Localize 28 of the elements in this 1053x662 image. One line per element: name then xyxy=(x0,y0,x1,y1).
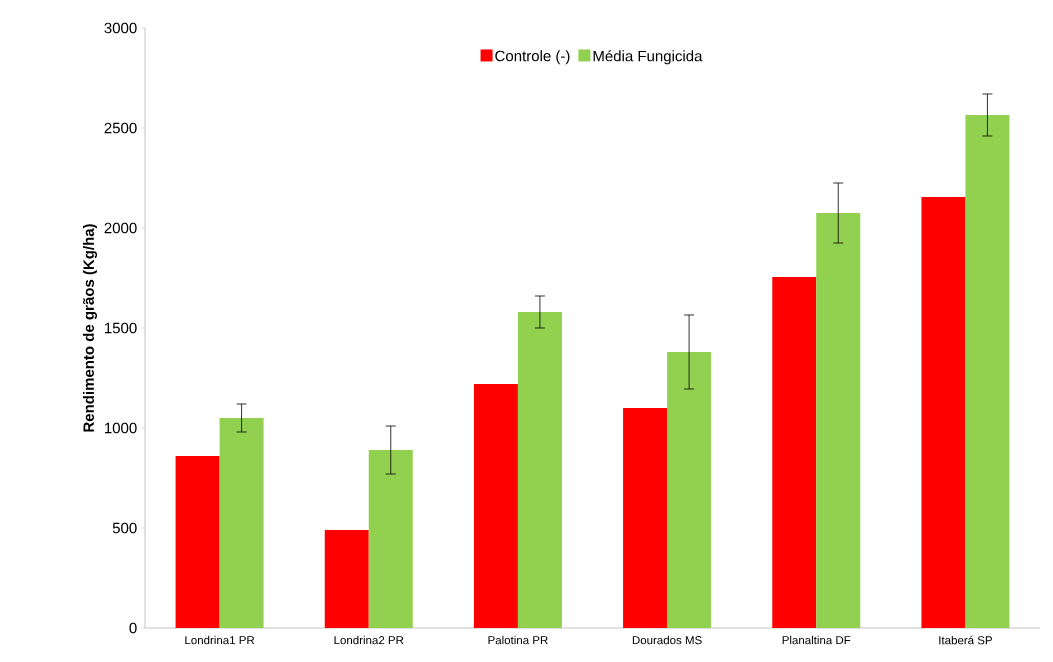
bar xyxy=(324,530,369,628)
bar xyxy=(816,213,861,628)
y-tick-label: 2000 xyxy=(104,222,137,234)
y-axis-title: Rendimento de grãos (Kg/ha) xyxy=(82,224,98,432)
bar xyxy=(965,115,1010,628)
y-tick-label: 2500 xyxy=(104,122,137,134)
legend-label: Média Fungicida xyxy=(593,50,703,65)
legend-label: Controle (-) xyxy=(495,50,570,65)
bar xyxy=(368,450,413,628)
bar xyxy=(219,418,264,628)
bar xyxy=(473,384,518,628)
x-tick-label: Itaberá SP xyxy=(939,635,992,645)
y-tick-label: 0 xyxy=(129,622,137,634)
bar xyxy=(772,277,817,628)
x-tick-label: Palotina PR xyxy=(488,635,548,645)
x-tick-label: Londrina2 PR xyxy=(334,635,404,645)
bar xyxy=(517,312,562,628)
y-tick-label: 3000 xyxy=(104,22,137,34)
bar xyxy=(667,352,712,628)
bar xyxy=(175,456,220,628)
x-tick-label: Londrina1 PR xyxy=(185,635,255,645)
bar xyxy=(623,408,668,628)
bar xyxy=(921,197,966,628)
y-tick-label: 500 xyxy=(112,522,137,534)
x-tick-label: Dourados MS xyxy=(632,635,702,645)
x-tick-label: Planaltina DF xyxy=(782,635,851,645)
y-tick-label: 1500 xyxy=(105,322,137,334)
y-tick-label: 1000 xyxy=(105,422,137,434)
